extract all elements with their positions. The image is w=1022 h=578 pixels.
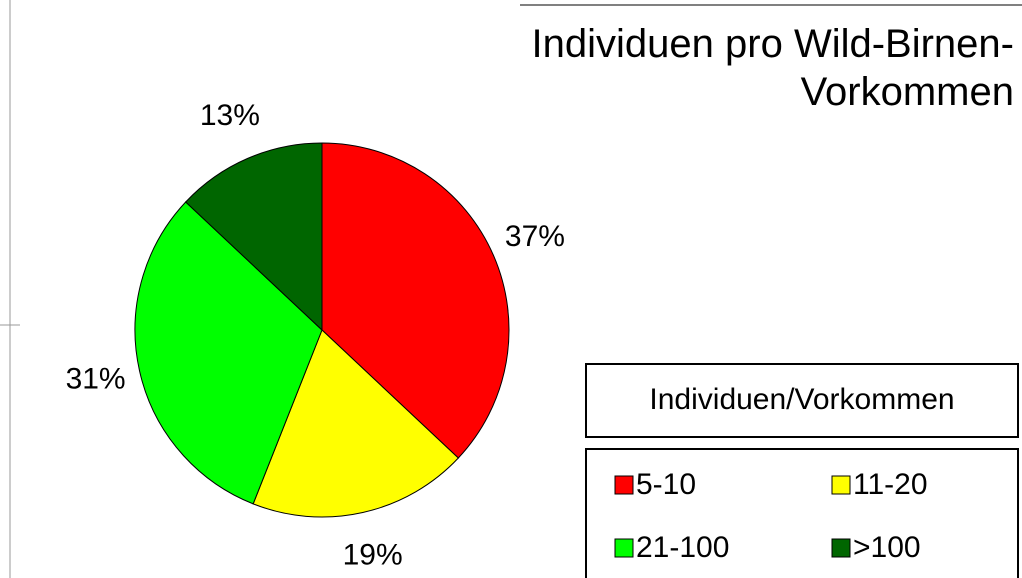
pie-slice	[321, 142, 510, 459]
legend-label: 11-20	[853, 468, 928, 501]
pie-slice	[134, 201, 323, 505]
data-label: 13%	[200, 99, 260, 132]
legend-swatch	[831, 538, 851, 558]
legend-swatch	[614, 538, 634, 558]
legend-swatch	[831, 475, 851, 495]
legend-swatch	[614, 475, 634, 495]
pie-slice	[252, 329, 460, 518]
data-label: 19%	[343, 538, 403, 571]
legend-title-box	[585, 363, 1019, 438]
legend-label: 5-10	[636, 468, 696, 501]
legend-label: >100	[853, 531, 921, 564]
legend-label: 21-100	[636, 531, 729, 564]
data-label: 31%	[66, 363, 126, 396]
chart-title: Individuen pro Wild-Birnen-Vorkommen	[531, 22, 1014, 114]
pie-slice	[184, 142, 323, 332]
data-label: 37%	[505, 220, 565, 253]
legend-box	[585, 448, 1019, 578]
legend-title: Individuen/Vorkommen	[649, 383, 954, 416]
